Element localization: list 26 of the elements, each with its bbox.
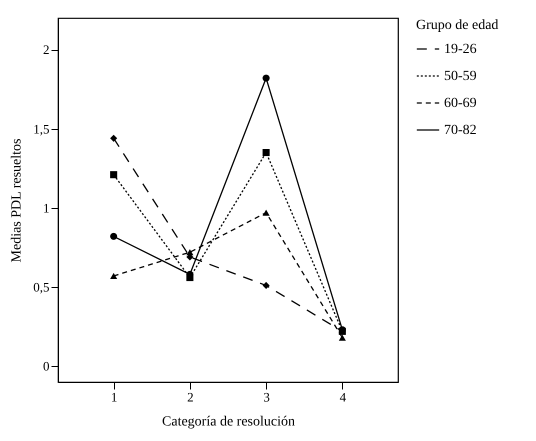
- x-tick-label: 2: [187, 390, 194, 404]
- y-tick-label: 1,5: [33, 121, 50, 136]
- point: [110, 134, 118, 142]
- x-tick-label: 3: [263, 390, 270, 404]
- legend-label: 60-69: [444, 96, 477, 111]
- legend-label: 70-82: [444, 123, 477, 138]
- point: [262, 210, 270, 216]
- y-tick-label: 0,5: [33, 280, 50, 295]
- point: [186, 249, 194, 256]
- x-tick-label: 1: [110, 390, 118, 404]
- point: [110, 272, 118, 280]
- y-axis-title: Medias PDL resueltos: [9, 138, 24, 262]
- point: [110, 171, 118, 178]
- legend-title: Grupo de edad: [416, 18, 498, 33]
- point: [262, 282, 270, 289]
- point: [262, 74, 270, 82]
- y-tick-label: 1: [43, 200, 50, 216]
- point: [110, 232, 118, 240]
- y-tick-label: 0: [43, 358, 50, 374]
- point: [338, 334, 346, 341]
- legend-label: 19-26: [444, 42, 477, 57]
- x-axis-title: Categoría de resolución: [162, 414, 295, 430]
- point: [262, 148, 270, 156]
- y-tick-label: 2: [43, 42, 50, 58]
- x-tick-label: 4: [340, 390, 347, 404]
- legend-label: 50-59: [444, 69, 477, 84]
